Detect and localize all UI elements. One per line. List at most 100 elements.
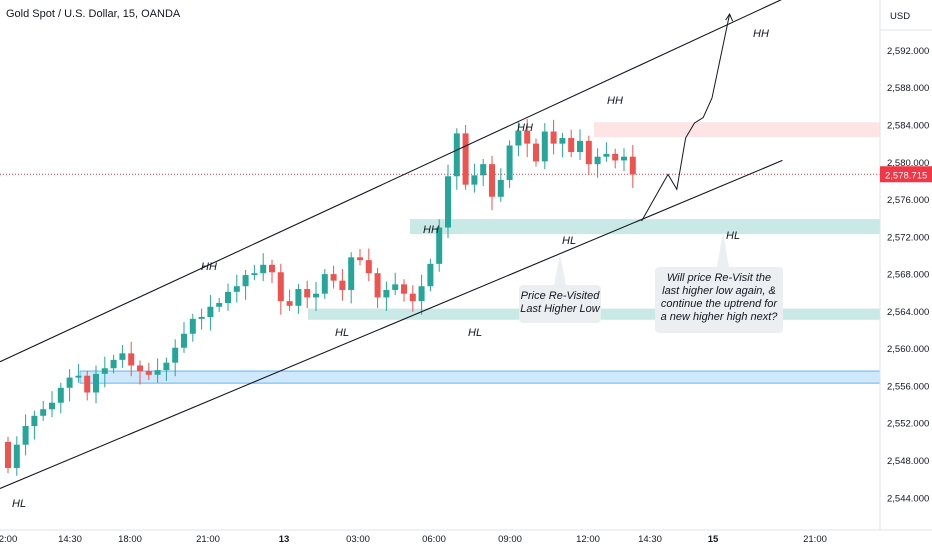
- time-tick-label: 2:00: [0, 534, 17, 545]
- candle-body: [374, 273, 381, 298]
- swing-label: HL: [12, 498, 26, 510]
- candle-body: [427, 263, 434, 287]
- price-tick-label: 2,552.000: [887, 419, 929, 430]
- candle-body: [269, 264, 275, 273]
- time-tick-label: 12:00: [576, 534, 600, 545]
- swing-label: HL: [468, 327, 482, 339]
- candle-body: [119, 353, 126, 360]
- candle-body: [348, 257, 355, 290]
- time-tick-label: 03:00: [346, 534, 370, 545]
- price-tick-label: 2,568.000: [887, 270, 929, 281]
- candle-body: [40, 409, 47, 416]
- candle-body: [330, 274, 337, 281]
- swing-label: HH: [753, 28, 769, 40]
- candle-body: [75, 375, 82, 378]
- candle-body: [471, 175, 478, 185]
- callout-pointer: [554, 254, 566, 285]
- candle-body: [251, 273, 258, 276]
- callout-pointer: [717, 232, 729, 267]
- candle-body: [612, 153, 619, 161]
- time-tick-label: 13: [279, 534, 290, 545]
- candle-body: [216, 303, 223, 307]
- candle-body: [489, 164, 495, 197]
- callout-text: Price Re-Visited: [521, 290, 601, 302]
- candle-body: [277, 272, 284, 302]
- candle-body: [304, 289, 311, 298]
- candle-body: [163, 362, 170, 371]
- candle-body: [207, 306, 214, 317]
- price-tick-label: 2,572.000: [887, 232, 929, 243]
- candle-body: [533, 143, 539, 162]
- swing-label: HH: [607, 95, 623, 107]
- candle-body: [145, 371, 152, 375]
- candle-body: [286, 301, 293, 306]
- price-tick-label: 2,548.000: [887, 456, 929, 467]
- candle-body: [13, 444, 20, 468]
- candle-body: [339, 280, 346, 290]
- supply-zone: [594, 122, 880, 138]
- candle-body: [198, 316, 205, 319]
- candle-body: [497, 179, 504, 197]
- time-tick-label: 14:30: [58, 534, 82, 545]
- candle-body: [49, 402, 55, 410]
- time-tick-label: 15: [708, 534, 719, 545]
- currency-label: USD: [890, 11, 910, 22]
- candle-body: [154, 370, 161, 375]
- candle-body: [321, 274, 328, 294]
- candle-body: [84, 375, 91, 393]
- candle-body: [295, 289, 302, 306]
- candle-body: [418, 286, 425, 302]
- candle-body: [462, 133, 469, 185]
- support-zone: [79, 370, 881, 384]
- channel-lower-trendline: [0, 159, 783, 489]
- candle-body: [242, 275, 249, 287]
- swing-label: HH: [201, 261, 217, 273]
- candle-body: [445, 176, 451, 228]
- current-price-text: 2,578.715: [885, 170, 927, 181]
- callout-box: [655, 267, 783, 333]
- candle-body: [22, 426, 29, 445]
- projection-path: [641, 13, 731, 222]
- candle-body: [137, 365, 143, 372]
- candle-body: [101, 368, 108, 374]
- candle-body: [453, 133, 460, 177]
- time-tick-label: 18:00: [118, 534, 142, 545]
- price-tick-label: 2,588.000: [887, 83, 929, 94]
- candle-body: [189, 318, 196, 334]
- price-tick-label: 2,584.000: [887, 121, 929, 132]
- candle-body: [515, 130, 522, 146]
- demand-zone: [410, 219, 880, 235]
- candle-body: [5, 441, 11, 468]
- candle-body: [57, 387, 64, 403]
- candle-body: [110, 359, 117, 369]
- price-tick-label: 2,580.000: [887, 158, 929, 169]
- current-price-badge: [880, 166, 932, 183]
- candle-body: [436, 227, 443, 264]
- candle-body: [594, 156, 601, 165]
- candle-body: [93, 373, 99, 393]
- candle-body: [181, 333, 187, 348]
- price-tick-label: 2,544.000: [887, 493, 929, 504]
- callout-text: Will price Re-Visit the: [667, 272, 771, 284]
- candle-body: [313, 293, 319, 298]
- projection-arrowhead: [725, 13, 734, 22]
- candle-body: [550, 131, 557, 144]
- candle-body: [260, 264, 267, 274]
- candle-body: [66, 377, 73, 388]
- time-tick-label: 21:00: [803, 534, 827, 545]
- candle-body: [629, 156, 636, 175]
- candle-body: [568, 138, 575, 153]
- candle-body: [585, 140, 592, 165]
- candle-body: [365, 260, 372, 274]
- candle-body: [128, 353, 135, 366]
- swing-label: HL: [726, 230, 740, 242]
- time-tick-label: 06:00: [422, 534, 446, 545]
- swing-label: HH: [517, 122, 533, 134]
- swing-label: HL: [562, 235, 576, 247]
- candle-body: [31, 415, 38, 427]
- candle-body: [603, 153, 610, 157]
- price-tick-label: 2,564.000: [887, 307, 929, 318]
- chart-title: Gold Spot / U.S. Dollar, 15, OANDA: [6, 8, 181, 20]
